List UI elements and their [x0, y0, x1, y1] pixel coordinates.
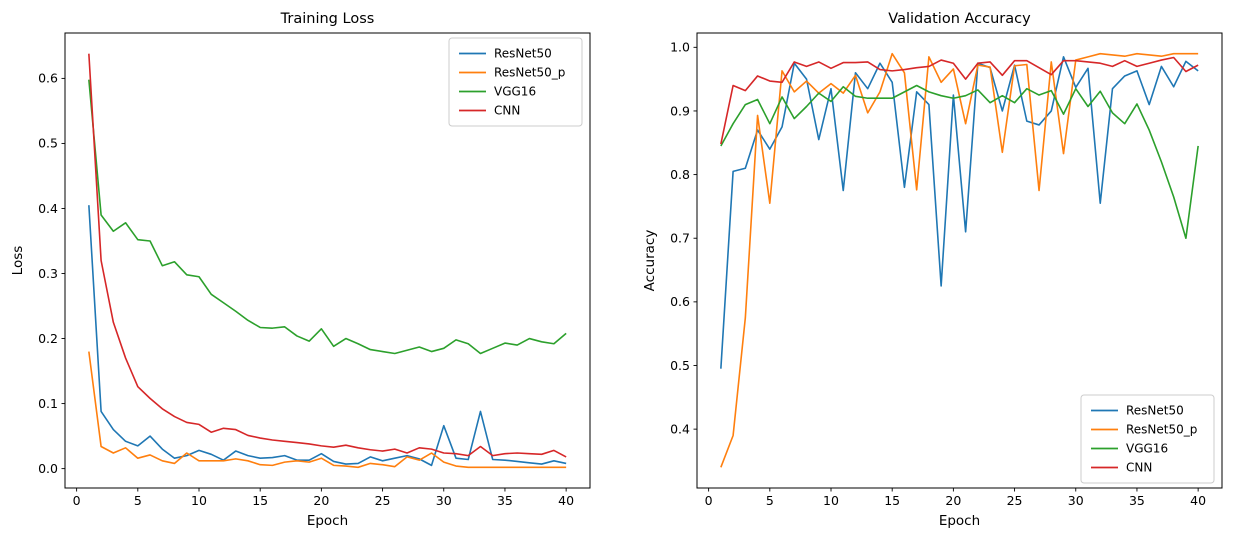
y-tick-label: 0.4: [38, 201, 58, 216]
axes-frame: [64, 32, 591, 489]
x-tick-label: 0: [705, 493, 713, 508]
x-tick-label: 30: [436, 493, 452, 508]
y-axis: 0.0 0.1 0.2 0.3 0.4 0.5 0.6: [38, 71, 65, 476]
y-tick-label: 0.8: [670, 167, 690, 182]
plot-title: Training Loss: [280, 11, 375, 27]
legend-label: VGG16: [494, 85, 536, 99]
x-tick-label: 25: [1007, 493, 1023, 508]
y-tick-label: 0.0: [38, 461, 58, 476]
y-tick-label: 0.9: [670, 103, 690, 118]
legend-label: ResNet50_p: [1126, 423, 1197, 437]
validation-accuracy-plot: 0 5 10 15 20 25 30 35 40 0.4 0.5 0.6 0.7 0.8 0.9 1.0 Val…: [642, 11, 1223, 529]
legend-label: ResNet50: [1126, 404, 1184, 418]
x-tick-label: 40: [1190, 493, 1206, 508]
legend-item-cnn: CNN: [459, 104, 520, 118]
legend: ResNet50 ResNet50_p VGG16 CNN: [1080, 394, 1215, 484]
x-tick-label: 5: [134, 493, 142, 508]
y-tick-label: 0.3: [38, 266, 58, 281]
series-line-resnet50: [720, 56, 1199, 369]
x-tick-label: 40: [558, 493, 574, 508]
y-tick-label: 0.5: [670, 358, 690, 373]
legend: ResNet50 ResNet50_p VGG16 CNN: [448, 37, 583, 127]
legend-box: [1080, 394, 1215, 484]
x-axis: 0 5 10 15 20 25 30 35 40: [705, 488, 1206, 508]
y-tick-label: 0.2: [38, 331, 58, 346]
legend-item-cnn: CNN: [1091, 461, 1152, 475]
legend-label: ResNet50: [494, 47, 552, 61]
training-loss-plot: 0 5 10 15 20 25 30 35 40 0.0 0.1 0.2 0.3 0.4 0.5 0.6 Tra…: [10, 11, 591, 529]
legend-item-resnet50: ResNet50: [459, 47, 552, 61]
legend-label: VGG16: [1126, 442, 1168, 456]
x-axis: 0 5 10 15 20 25 30 35 40: [73, 488, 574, 508]
y-tick-label: 0.5: [38, 136, 58, 151]
x-axis-label: Epoch: [939, 513, 980, 529]
y-axis-label: Loss: [10, 246, 26, 276]
plot-title: Validation Accuracy: [888, 11, 1031, 27]
y-tick-label: 0.1: [38, 396, 58, 411]
legend-label: ResNet50_p: [494, 66, 565, 80]
series-line-cnn: [720, 56, 1199, 145]
legend-item-resnet50: ResNet50: [1091, 404, 1184, 418]
x-tick-label: 25: [375, 493, 391, 508]
x-tick-label: 20: [313, 493, 329, 508]
y-tick-label: 0.7: [670, 231, 690, 246]
legend-label: CNN: [1126, 461, 1152, 475]
x-tick-label: 35: [1129, 493, 1145, 508]
axes-frame: [696, 32, 1223, 489]
x-tick-label: 15: [252, 493, 268, 508]
y-axis-label: Accuracy: [642, 230, 658, 292]
x-tick-label: 35: [497, 493, 513, 508]
x-axis-label: Epoch: [307, 513, 348, 529]
legend-item-vgg16: VGG16: [459, 85, 536, 99]
x-tick-label: 10: [823, 493, 839, 508]
series-line-cnn: [88, 53, 567, 458]
x-tick-label: 10: [191, 493, 207, 508]
x-tick-label: 30: [1068, 493, 1084, 508]
y-axis: 0.4 0.5 0.6 0.7 0.8 0.9 1.0: [670, 40, 697, 436]
legend-item-resnet50_p: ResNet50_p: [459, 66, 565, 80]
series-line-resnet50: [88, 205, 567, 467]
series-line-vgg16: [88, 79, 567, 355]
legend-label: CNN: [494, 104, 520, 118]
series-line-vgg16: [720, 84, 1199, 240]
x-tick-label: 0: [73, 493, 81, 508]
series-line-resnet50_p: [88, 351, 567, 469]
y-tick-label: 0.4: [670, 421, 690, 436]
y-tick-label: 0.6: [670, 294, 690, 309]
legend-item-vgg16: VGG16: [1091, 442, 1168, 456]
x-tick-label: 15: [884, 493, 900, 508]
y-tick-label: 0.6: [38, 71, 58, 86]
x-tick-label: 5: [766, 493, 774, 508]
legend-box: [448, 37, 583, 127]
legend-item-resnet50_p: ResNet50_p: [1091, 423, 1197, 437]
y-tick-label: 1.0: [670, 40, 690, 55]
x-tick-label: 20: [945, 493, 961, 508]
